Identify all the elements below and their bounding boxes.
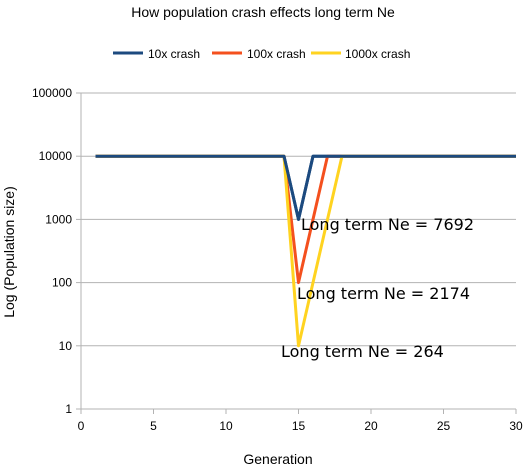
legend-item: 100x crash <box>212 47 306 61</box>
x-tick-label: 20 <box>364 419 378 433</box>
legend-item: 1000x crash <box>311 47 410 61</box>
legend-label: 100x crash <box>247 47 306 61</box>
x-axis: 0 5 10 15 20 25 30 <box>78 408 523 433</box>
x-tick-label: 5 <box>150 419 157 433</box>
y-tick-label: 1000 <box>45 212 72 226</box>
legend-label: 10x crash <box>148 47 200 61</box>
x-tick-label: 25 <box>437 419 451 433</box>
y-tick-label: 10000 <box>39 149 73 163</box>
annotation-label: Long term Ne = 2174 <box>297 284 470 303</box>
y-axis: 1 10 100 1000 10000 100000 <box>32 86 82 416</box>
series-group <box>95 154 516 348</box>
legend-item: 10x crash <box>113 47 200 61</box>
y-axis-title: Log (Population size) <box>1 186 17 318</box>
x-tick-label: 0 <box>78 419 85 433</box>
y-tick-label: 1 <box>65 402 72 416</box>
chart-title: How population crash effects long term N… <box>131 4 395 20</box>
plot-area <box>81 93 516 409</box>
x-tick-label: 15 <box>292 419 306 433</box>
x-tick-label: 10 <box>219 419 233 433</box>
x-tick-label: 30 <box>509 419 523 433</box>
series-line-10x-crash-overlay <box>95 154 516 221</box>
annotation-label: Long term Ne = 7692 <box>301 215 474 234</box>
x-axis-title: Generation <box>243 451 312 467</box>
annotation-label: Long term Ne = 264 <box>281 342 444 361</box>
legend-label: 1000x crash <box>345 47 410 61</box>
y-tick-label: 10 <box>59 339 73 353</box>
y-tick-label: 100000 <box>32 86 72 100</box>
y-tick-label: 100 <box>52 276 72 290</box>
legend: 10x crash 100x crash 1000x crash <box>113 47 410 61</box>
annotations: Long term Ne = 7692 Long term Ne = 2174 Lo… <box>281 215 474 361</box>
